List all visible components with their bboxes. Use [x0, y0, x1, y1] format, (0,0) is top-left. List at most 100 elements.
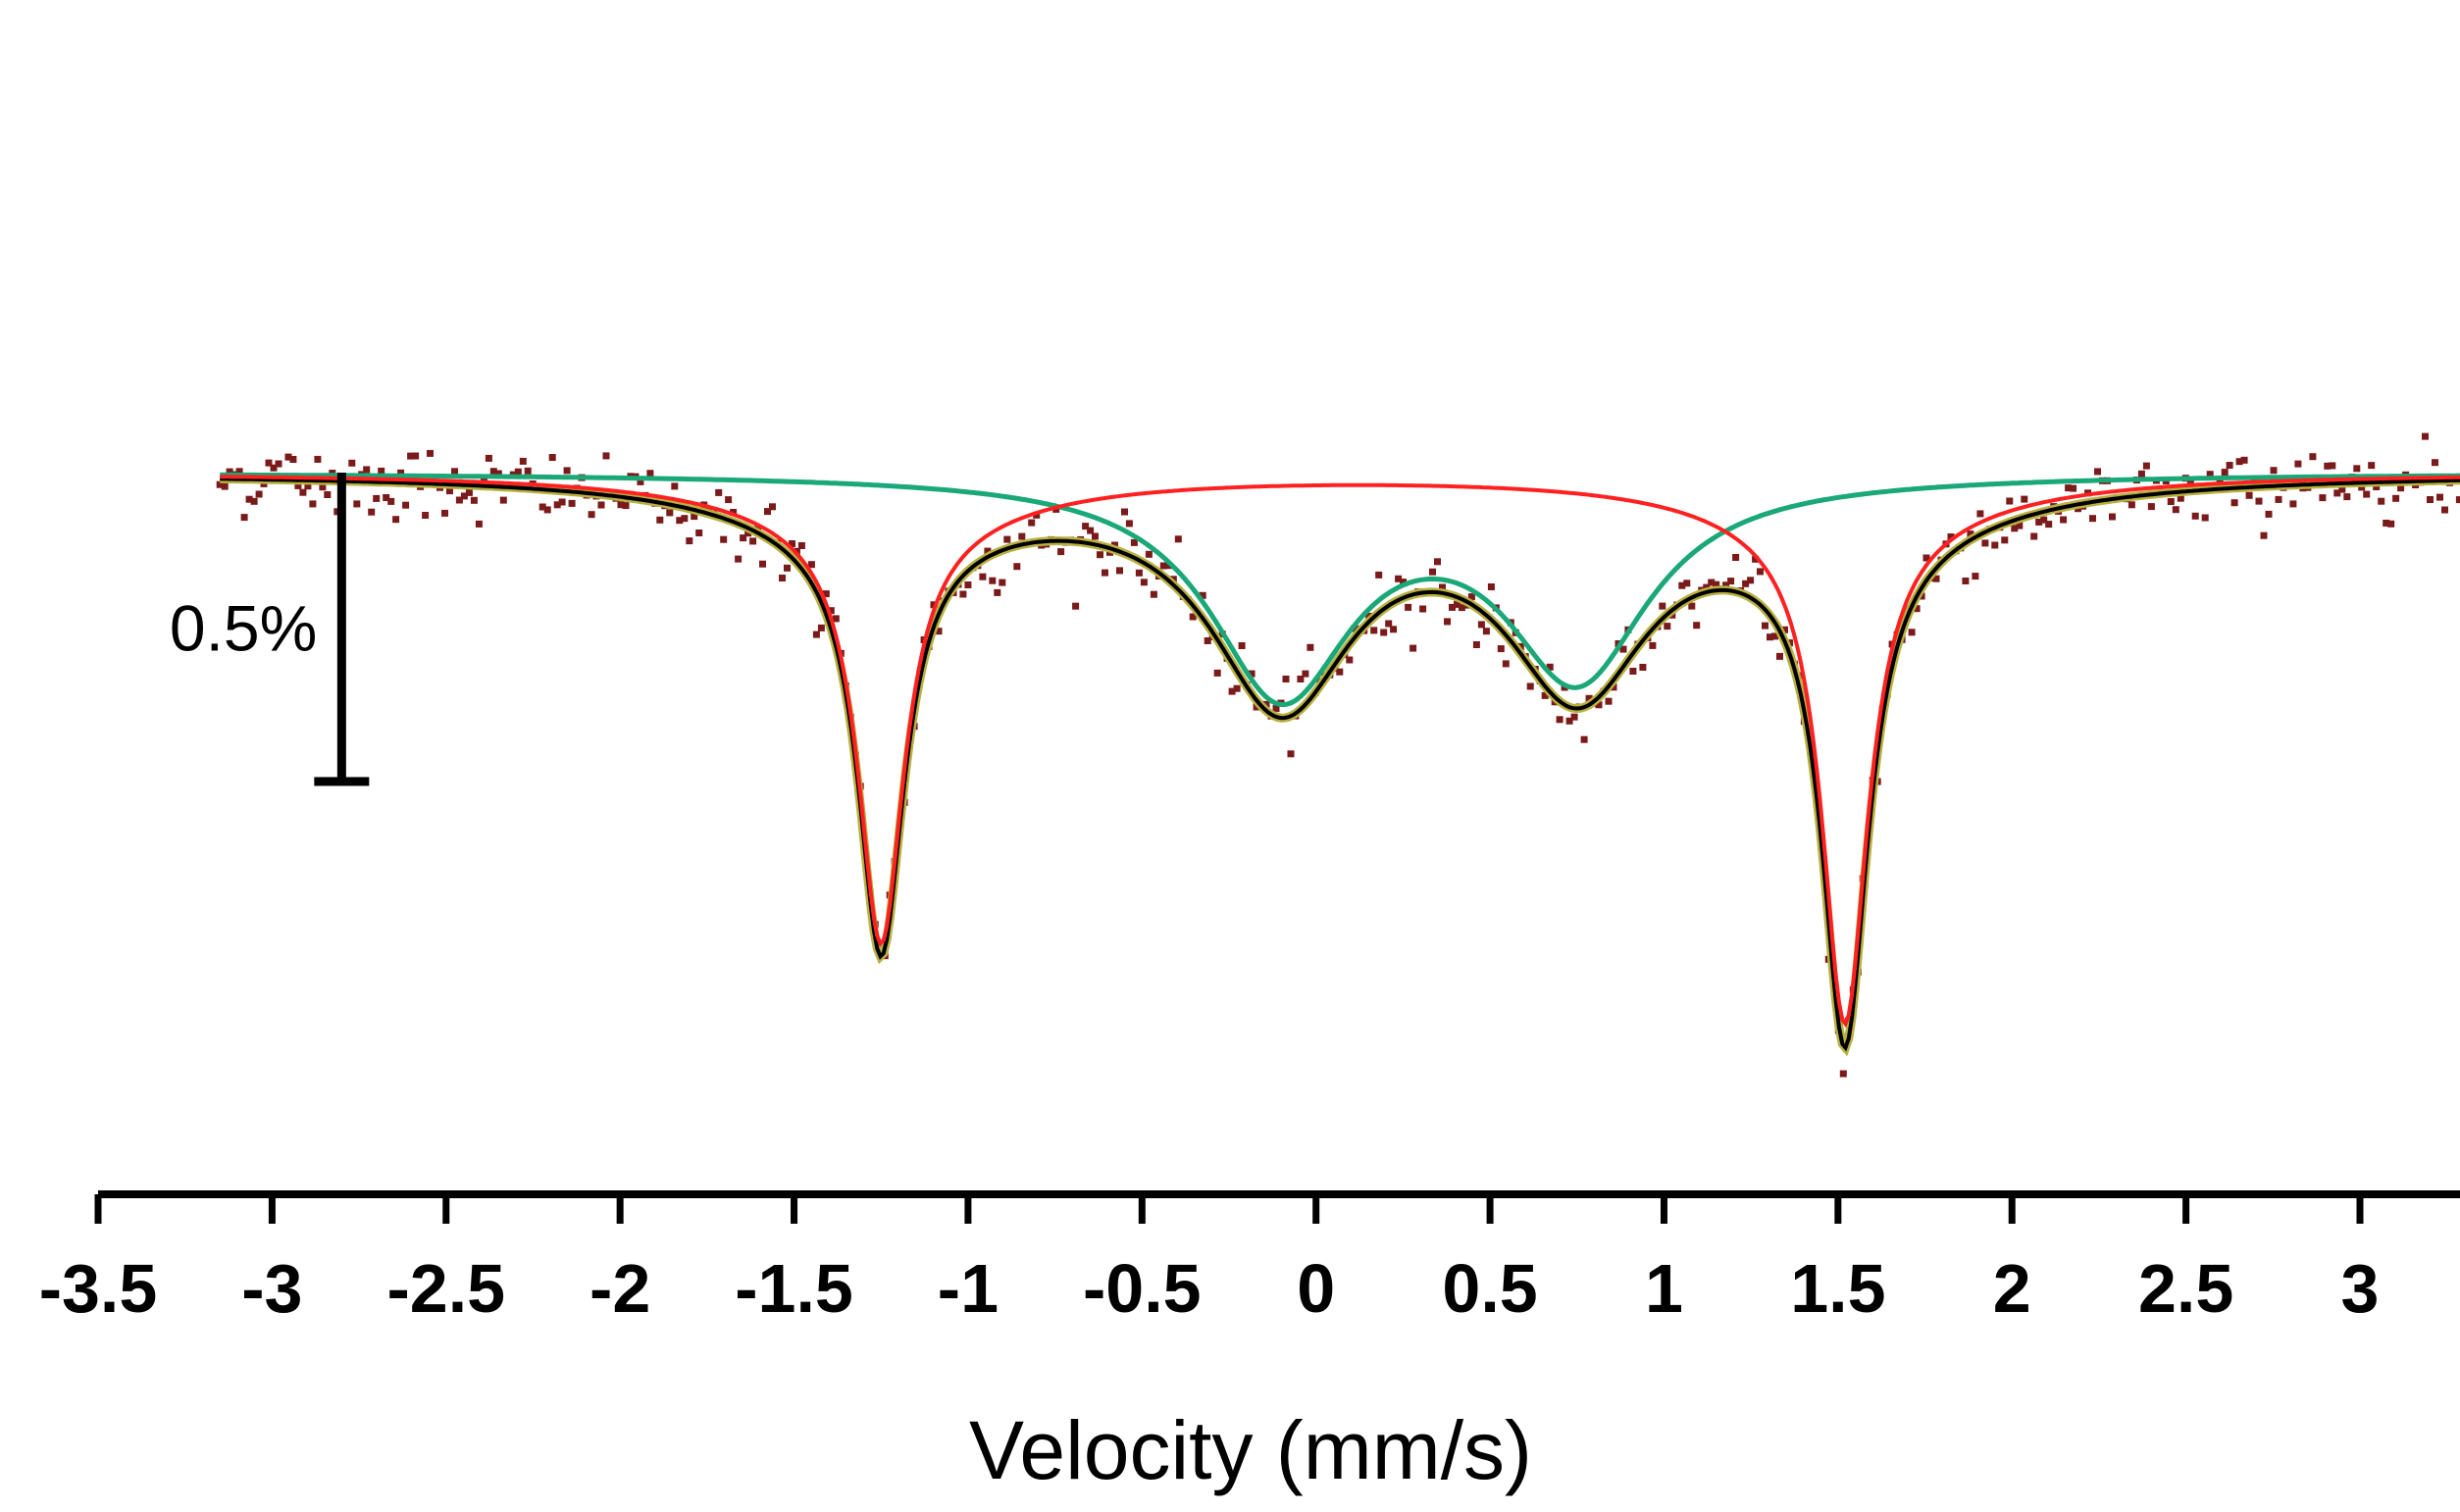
data-point — [822, 590, 830, 598]
data-point — [720, 535, 728, 543]
data-point — [2070, 484, 2077, 492]
data-point — [2011, 525, 2019, 532]
x-tick-label: -1 — [938, 1250, 999, 1327]
data-point — [1199, 591, 1206, 599]
data-point — [1742, 580, 1750, 587]
data-point — [1708, 579, 1716, 586]
data-point — [1336, 668, 1344, 676]
data-point — [348, 459, 356, 467]
data-point — [563, 467, 571, 475]
data-point — [1570, 713, 1578, 721]
data-point — [1962, 578, 1970, 584]
data-point — [827, 607, 835, 615]
data-point — [2127, 501, 2135, 509]
data-point — [2455, 496, 2460, 504]
x-axis-ticks — [94, 1194, 2364, 1224]
data-point — [235, 468, 243, 476]
data-point — [812, 630, 820, 638]
data-point — [2436, 493, 2443, 501]
data-point — [1111, 541, 1118, 549]
data-point — [1400, 579, 1408, 586]
data-point — [538, 503, 546, 511]
data-point — [2065, 484, 2073, 492]
data-point — [2137, 470, 2145, 478]
data-point — [797, 542, 805, 549]
data-point — [666, 509, 674, 517]
data-point — [2329, 462, 2336, 470]
data-point — [784, 564, 791, 572]
data-point — [1429, 568, 1436, 576]
data-point — [2245, 491, 2253, 499]
data-point — [1713, 580, 1720, 588]
x-tick-label: 0 — [1297, 1250, 1335, 1327]
data-point — [333, 508, 341, 516]
data-point — [412, 452, 420, 460]
data-point — [524, 467, 532, 475]
data-point — [1159, 562, 1167, 570]
data-point — [1839, 1070, 1847, 1078]
data-point — [422, 512, 430, 519]
data-point — [427, 449, 434, 457]
data-point — [1409, 644, 1417, 652]
data-point — [1619, 645, 1627, 653]
data-point — [725, 496, 733, 504]
data-point — [1297, 676, 1305, 682]
data-point — [832, 615, 840, 623]
data-point — [2016, 522, 2024, 529]
data-point — [1722, 581, 1730, 589]
data-point — [2319, 494, 2327, 502]
data-point — [1683, 580, 1691, 587]
data-point — [1487, 583, 1495, 590]
data-point — [221, 482, 229, 490]
data-point — [1003, 535, 1011, 543]
data-point — [226, 468, 233, 476]
data-point — [1767, 633, 1773, 641]
data-point — [1526, 682, 1534, 690]
data-point — [275, 460, 282, 468]
data-point — [255, 490, 263, 498]
doublet-1-line — [220, 475, 2460, 1029]
data-point — [1972, 573, 1979, 580]
data-point — [455, 496, 463, 504]
data-point — [2089, 515, 2096, 523]
data-point — [2289, 500, 2297, 508]
data-point — [681, 515, 689, 523]
x-tick-label: -3 — [241, 1250, 302, 1327]
data-point — [324, 491, 332, 498]
data-point — [2441, 506, 2448, 514]
data-point — [1307, 643, 1314, 651]
data-point — [1228, 687, 1236, 695]
data-point — [1497, 645, 1505, 653]
data-point — [2358, 483, 2366, 491]
data-point — [1556, 716, 1563, 724]
data-point — [715, 488, 723, 496]
data-point — [1981, 539, 1989, 547]
data-point — [2006, 497, 2014, 505]
doublet-2-line — [220, 472, 2460, 708]
data-point — [989, 577, 997, 584]
data-point — [588, 511, 595, 519]
data-point — [1282, 676, 1290, 682]
data-point — [1018, 532, 1026, 540]
data-point — [735, 555, 743, 563]
data-point — [2353, 465, 2361, 473]
data-point — [994, 588, 1001, 596]
data-point — [1380, 629, 1388, 636]
data-point — [1116, 567, 1123, 575]
data-point — [2392, 494, 2400, 502]
data-point — [250, 497, 258, 505]
data-point — [1991, 541, 1999, 549]
data-point — [216, 480, 224, 488]
data-point — [2201, 514, 2209, 522]
scale-bar-label: 0.5% — [170, 592, 317, 665]
data-point — [1541, 691, 1549, 699]
data-point — [2427, 496, 2434, 503]
data-point — [2373, 483, 2381, 490]
data-point — [1272, 705, 1280, 713]
data-point — [1434, 558, 1441, 566]
data-point — [2001, 536, 2009, 544]
data-point — [1405, 603, 1412, 611]
data-point — [451, 468, 458, 476]
data-point — [1732, 554, 1740, 561]
x-tick-label: 3 — [2341, 1250, 2380, 1327]
